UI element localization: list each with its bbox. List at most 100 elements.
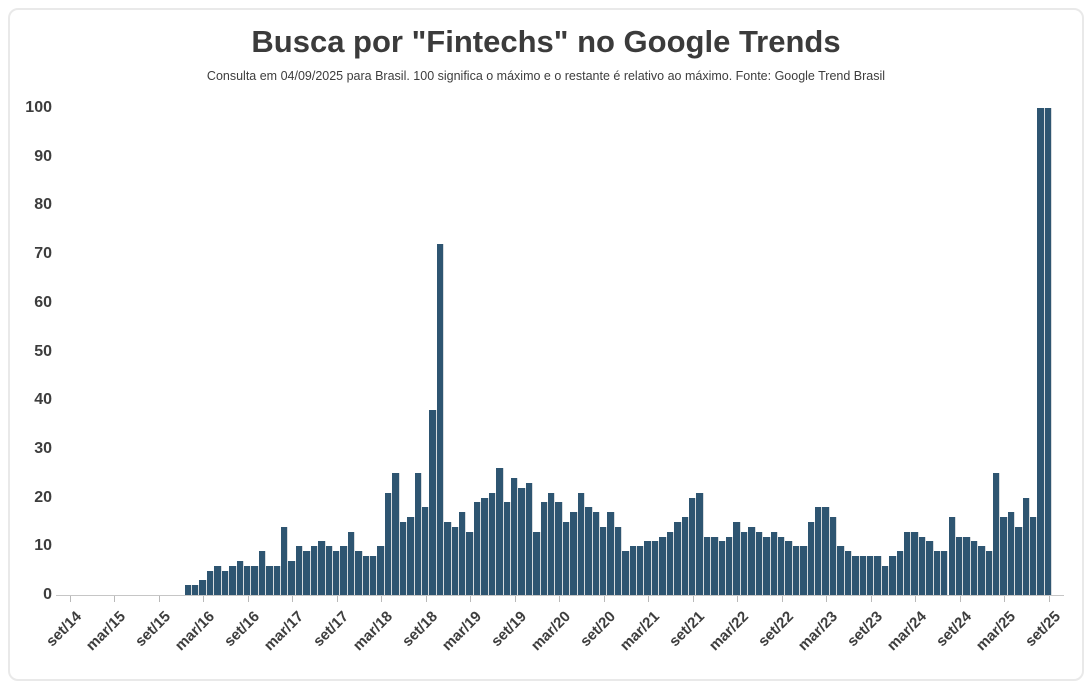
bar-set/23 [866,556,875,595]
bar-mar/18 [377,546,385,595]
bar-jun/21 [666,531,675,595]
bar-fev/16 [192,585,200,595]
bar-ago/22 [770,531,778,595]
bar-set/16 [243,565,252,595]
bar-ago/18 [414,473,422,595]
bar-nov/23 [881,565,890,595]
bar-fev/18 [370,556,378,595]
bar-out/21 [696,492,704,595]
bar-out/16 [251,565,259,595]
bar-jun/22 [755,531,764,595]
x-tick-mark [470,596,472,602]
bar-jan/24 [896,551,904,595]
bar-ago/17 [325,546,333,595]
bar-dez/16 [266,565,274,595]
bar-mar/21 [644,541,652,595]
y-tick-label: 80 [34,196,52,214]
bar-jan/23 [807,521,815,595]
bar-ago/23 [859,556,867,595]
bar-mar/17 [288,560,296,595]
y-tick-label: 70 [34,245,52,263]
bar-jul/18 [407,517,415,595]
bar-jun/19 [488,492,497,595]
bar-mar/22 [733,521,741,595]
bar-mar/25 [1000,517,1008,595]
bar-out/24 [963,536,971,595]
y-tick-label: 10 [34,537,52,555]
bar-jul/20 [585,507,593,595]
bar-jan/18 [362,556,371,595]
bar-jul/22 [763,536,771,595]
x-tick-mark [559,596,561,602]
bar-fev/24 [904,531,912,595]
bar-jul/16 [229,565,237,595]
bar-set/18 [421,507,430,595]
bar-abr/21 [651,541,660,595]
bar-dez/19 [533,531,541,595]
bar-fev/20 [548,492,556,595]
bar-nov/21 [703,536,712,595]
y-tick-label: 0 [43,586,52,603]
bar-dez/20 [622,551,630,595]
x-tick-mark [603,596,605,602]
bar-abr/19 [473,502,482,595]
bar-jan/25 [985,551,993,595]
bar-set/20 [599,526,608,595]
x-axis-line [56,595,1064,596]
bar-jul/24 [941,551,949,595]
bar-fev/22 [726,536,734,595]
chart-title: Busca por "Fintechs" no Google Trends [251,24,841,59]
bar-mai/17 [303,551,311,595]
bar-jan/17 [273,565,282,595]
x-tick-mark [1004,596,1006,602]
x-tick-mark [336,596,338,602]
bar-mar/24 [911,531,919,595]
y-tick-label: 40 [34,391,52,409]
bar-set/21 [688,497,697,595]
chart-subtitle: Consulta em 04/09/2025 para Brasil. 100 … [206,69,886,83]
x-tick-mark [1048,596,1050,602]
bar-mai/18 [392,473,400,595]
bar-abr/18 [384,492,393,595]
x-tick-mark [158,596,160,602]
x-tick-mark [381,596,383,602]
x-tick-mark [826,596,828,602]
bar-dez/22 [800,546,808,595]
bar-abr/20 [562,521,571,595]
bar-nov/19 [525,482,534,595]
x-tick-mark [292,596,294,602]
bar-abr/23 [829,517,838,595]
bar-jan/21 [629,546,638,595]
bar-mai/24 [926,541,934,595]
bar-ago/20 [592,512,600,595]
bar-abr/25 [1007,512,1016,595]
bar-out/19 [518,487,526,595]
bar-jul/19 [496,468,504,595]
bar-abr/16 [206,570,215,595]
bar-dez/17 [355,551,363,595]
bar-fev/17 [281,526,289,595]
bar-jun/20 [577,492,586,595]
bar-dez/24 [978,546,986,595]
bar-jun/18 [399,521,408,595]
bar-mar/16 [199,580,207,595]
bar-mai/21 [659,536,667,595]
bar-mar/19 [466,531,474,595]
bar-mar/23 [822,507,830,595]
x-tick-mark [114,596,116,602]
bar-mai/25 [1015,526,1023,595]
bar-abr/22 [740,531,749,595]
x-tick-mark [870,596,872,602]
bar-out/23 [874,556,882,595]
bar-nov/18 [436,244,445,595]
bar-dez/21 [711,536,719,595]
bar-jul/21 [674,521,682,595]
bar-mar/20 [555,502,563,595]
x-tick-mark [781,596,783,602]
bar-jan/19 [451,526,460,595]
bar-ago/19 [503,502,511,595]
bar-set/25 [1044,108,1053,595]
bar-jan/22 [718,541,726,595]
